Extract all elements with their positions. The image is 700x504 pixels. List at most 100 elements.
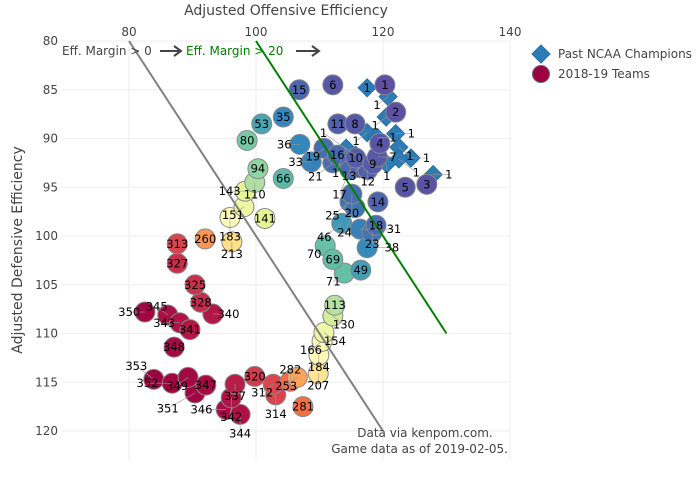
point-labels: 1234567891011121314151617181920212324253… [118,78,452,441]
team-label: 17 [332,187,347,201]
team-label: 328 [190,295,212,309]
team-label: 3 [423,177,430,191]
label-leader-line [355,132,368,142]
team-label: 143 [219,184,241,198]
arrow-right-icon [311,45,321,57]
team-circle-marker [184,274,206,296]
y-tick-label: 115 [35,375,58,389]
champion-label: 1 [389,131,396,145]
team-label: 253 [275,379,297,393]
team-label: 351 [157,401,179,415]
legend-item-champions[interactable]: Past NCAA Champions [531,44,692,64]
label-leader-line [261,383,274,393]
label-leader-line [176,377,189,387]
label-leader-line [398,158,417,173]
reference-lines [128,40,448,432]
champion-label: 1 [408,127,415,141]
team-label: 260 [194,232,216,246]
champion-label: 1 [332,166,339,180]
team-circle-marker [179,319,201,341]
y-tick-label: 100 [35,229,58,243]
annotation-margin-0: Eff. Margin > 0 [62,44,183,58]
team-circle-marker [166,233,188,255]
label-leader-line [323,332,336,342]
margin-0-label: Eff. Margin > 0 [62,44,152,58]
label-leader-line [314,245,326,255]
team-label: 110 [244,187,266,201]
team-label: 46 [317,230,332,244]
source-text: Data via kenpom.com. [357,426,493,440]
team-circle-marker [350,259,372,281]
label-leader-line [374,116,387,126]
team-label: 184 [308,360,330,374]
team-label: 38 [385,241,400,255]
label-leader-line [333,272,345,282]
label-leader-line [335,148,347,174]
label-leader-line [286,377,298,387]
team-circle-marker [322,248,344,270]
x-tick-label: 100 [245,25,268,39]
team-circle-marker [272,167,294,189]
team-circle-marker [394,176,416,198]
team-label: 7 [389,150,396,164]
team-label: 69 [326,252,341,266]
date-text: Game data as of 2019-02-05. [331,442,508,456]
label-leader-line [376,96,389,106]
label-leader-line [310,341,323,351]
champion-label: 1 [371,119,378,133]
team-label: 18 [369,218,384,232]
x-axis-title: Adjusted Offensive Efficiency [184,3,388,19]
team-label: 337 [224,389,246,403]
champion-label: 1 [352,134,359,148]
y-tick-label: 90 [43,132,58,146]
annotation-margin-20: Eff. Margin > 20 [186,44,321,58]
team-circle-marker [416,173,438,195]
label-leader-line [344,207,356,233]
team-label: 183 [219,229,241,243]
team-label: 347 [195,378,217,392]
legend-label: 2018-19 Teams [558,67,650,81]
team-label: 19 [306,150,321,164]
team-label: 327 [166,256,188,270]
team-label: 141 [254,211,276,225]
label-leader-line [332,201,351,216]
label-leader-line [315,162,334,177]
team-label: 348 [163,340,185,354]
team-label: 151 [222,208,244,222]
team-circle-marker [374,74,396,96]
team-label: 11 [331,117,346,131]
team-label: 35 [276,110,291,124]
team-label: 353 [125,359,147,373]
legend[interactable]: Past NCAA Champions 2018-19 Teams [531,44,692,83]
team-label: 344 [229,426,251,440]
team-label: 346 [190,403,212,417]
champion-label: 1 [406,149,413,163]
team-label: 6 [329,78,336,92]
source-annotation: Data via kenpom.com. Game data as of 201… [331,426,508,456]
y-tick-label: 120 [35,424,58,438]
team-circle-marker [288,79,310,101]
label-leader-line [156,306,168,316]
label-leader-line [324,223,342,237]
label-leader-line [323,132,356,156]
team-label: 31 [387,222,402,236]
team-label: 343 [153,316,175,330]
label-leader-lines [129,96,449,434]
label-leader-line [332,315,345,325]
team-label: 320 [244,369,266,383]
team-label: 23 [365,237,380,251]
label-leader-line [136,365,154,380]
team-label: 53 [254,117,269,131]
team-label: 20 [345,206,360,220]
team-circle-marker [385,101,407,123]
team-circle-marker [344,113,366,135]
y-axis-title: Adjusted Defensive Efficiency [10,146,26,354]
team-circle-marker [272,106,294,128]
team-label: 5 [402,180,409,194]
team-label: 113 [324,298,346,312]
legend-item-teams[interactable]: 2018-19 Teams [532,65,650,83]
team-label: 15 [292,83,307,97]
team-label: 282 [279,362,301,376]
team-label: 341 [179,323,201,337]
team-circle-marker [251,113,273,135]
